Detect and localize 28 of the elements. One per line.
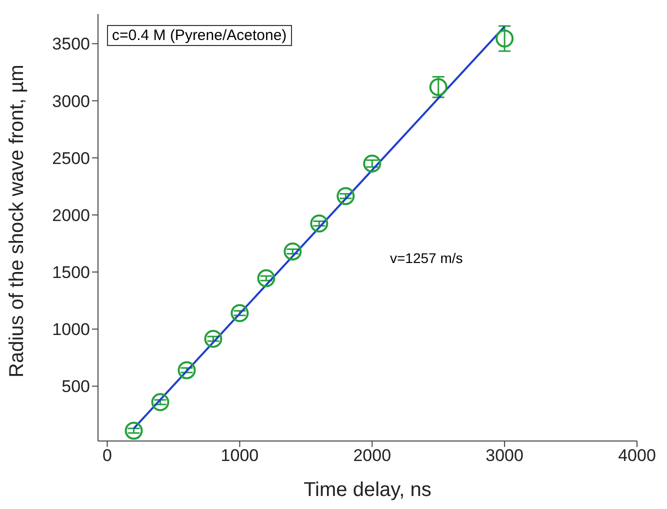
y-tick-label: 2000 xyxy=(52,206,90,225)
y-tick-label: 2500 xyxy=(52,148,90,168)
point xyxy=(496,30,514,48)
y-tick-label: 1500 xyxy=(52,263,90,282)
x-tick-label: 1000 xyxy=(220,446,259,466)
point xyxy=(429,78,448,96)
point xyxy=(284,242,302,260)
y-axis-title: Radius of the shock wave front, µm xyxy=(6,64,28,378)
point xyxy=(151,393,170,412)
x-tick-label: 2000 xyxy=(353,446,392,466)
x-tick-label: 4000 xyxy=(618,446,656,466)
point xyxy=(124,422,143,440)
y-tick-label: 3500 xyxy=(52,34,90,54)
point xyxy=(363,154,382,173)
annotation: c=0.4 M (Pyrene/Acetone) xyxy=(107,25,292,46)
x-tick-label: 3000 xyxy=(486,446,524,466)
point xyxy=(257,269,276,288)
point xyxy=(178,361,196,380)
point xyxy=(204,330,222,348)
y-tick-label: 3000 xyxy=(52,92,90,111)
point xyxy=(310,214,328,233)
x-axis-title: Time delay, ns xyxy=(304,479,432,501)
point xyxy=(336,187,355,206)
point xyxy=(230,304,249,322)
y-tick-label: 1000 xyxy=(52,320,90,340)
x-tick-label: 0 xyxy=(102,446,112,466)
y-tick-label: 500 xyxy=(62,377,90,396)
annotation: v=1257 m/s xyxy=(390,250,463,266)
